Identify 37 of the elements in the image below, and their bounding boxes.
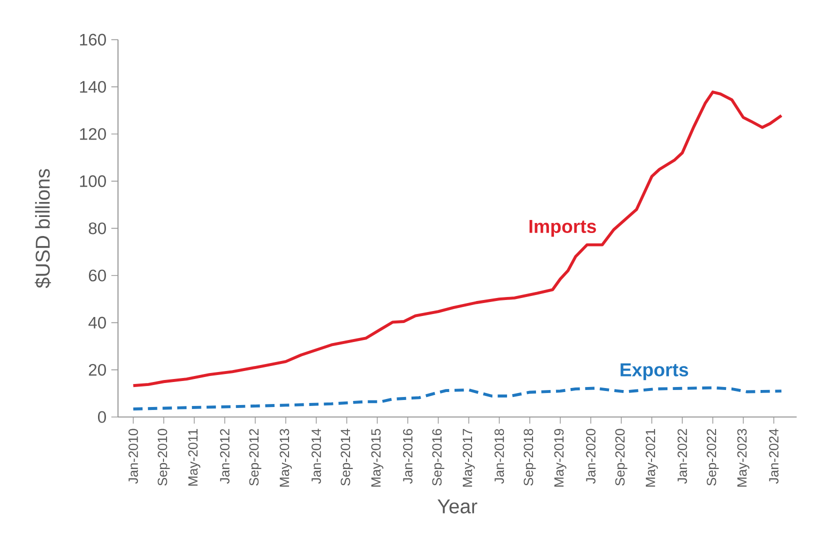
y-tick-label: 40 [88, 316, 106, 329]
y-tick-label: 160 [80, 34, 106, 46]
x-tick-label: Sep-2018 [524, 428, 536, 486]
series-label: Exports [620, 363, 688, 380]
x-tick-label: May-2015 [371, 428, 384, 487]
y-tick-label: 80 [88, 222, 106, 234]
line-series [132, 90, 783, 388]
series-label: Imports [530, 220, 596, 237]
y-tick-label: 20 [88, 364, 106, 376]
x-tick-label: Sep-2012 [249, 429, 262, 486]
x-tick-label: Jan-2012 [220, 429, 230, 484]
x-tick-label: May-2013 [280, 428, 292, 487]
x-tick-label: May-2017 [462, 429, 475, 487]
x-tick-label: May-2011 [188, 429, 200, 486]
x-tick-label: Jan-2014 [312, 428, 321, 484]
y-axis-title: $USD billions [34, 169, 51, 288]
x-tick-label: Sep-2016 [432, 428, 444, 486]
x-tick-label: May-2023 [737, 428, 750, 487]
x-tick-label: Jan-2024 [769, 428, 779, 484]
x-tick-label: May-2019 [554, 429, 566, 487]
x-tick-label: May-2021 [646, 429, 658, 487]
x-axis-title: Year [438, 499, 478, 514]
y-tick-label: 140 [80, 80, 106, 93]
y-tick-label: 100 [80, 175, 106, 188]
x-tick-label: Jan-2018 [494, 428, 504, 484]
x-tick-label: Sep-2022 [706, 429, 719, 486]
x-tick-label: Jan-2020 [586, 428, 596, 484]
y-tick-label: 120 [80, 128, 106, 140]
x-tick-label: Jan-2022 [678, 429, 687, 484]
x-tick-label: Jan-2016 [403, 428, 412, 484]
x-tick-label: Sep-2020 [615, 428, 628, 486]
x-tick-label: Jan-2010 [128, 428, 138, 484]
y-tick-label: 60 [88, 270, 106, 282]
x-tick-label: Sep-2010 [158, 428, 170, 486]
y-tick-label: 0 [98, 411, 106, 423]
x-tick-label: Sep-2014 [340, 428, 353, 486]
line-series [132, 386, 783, 410]
